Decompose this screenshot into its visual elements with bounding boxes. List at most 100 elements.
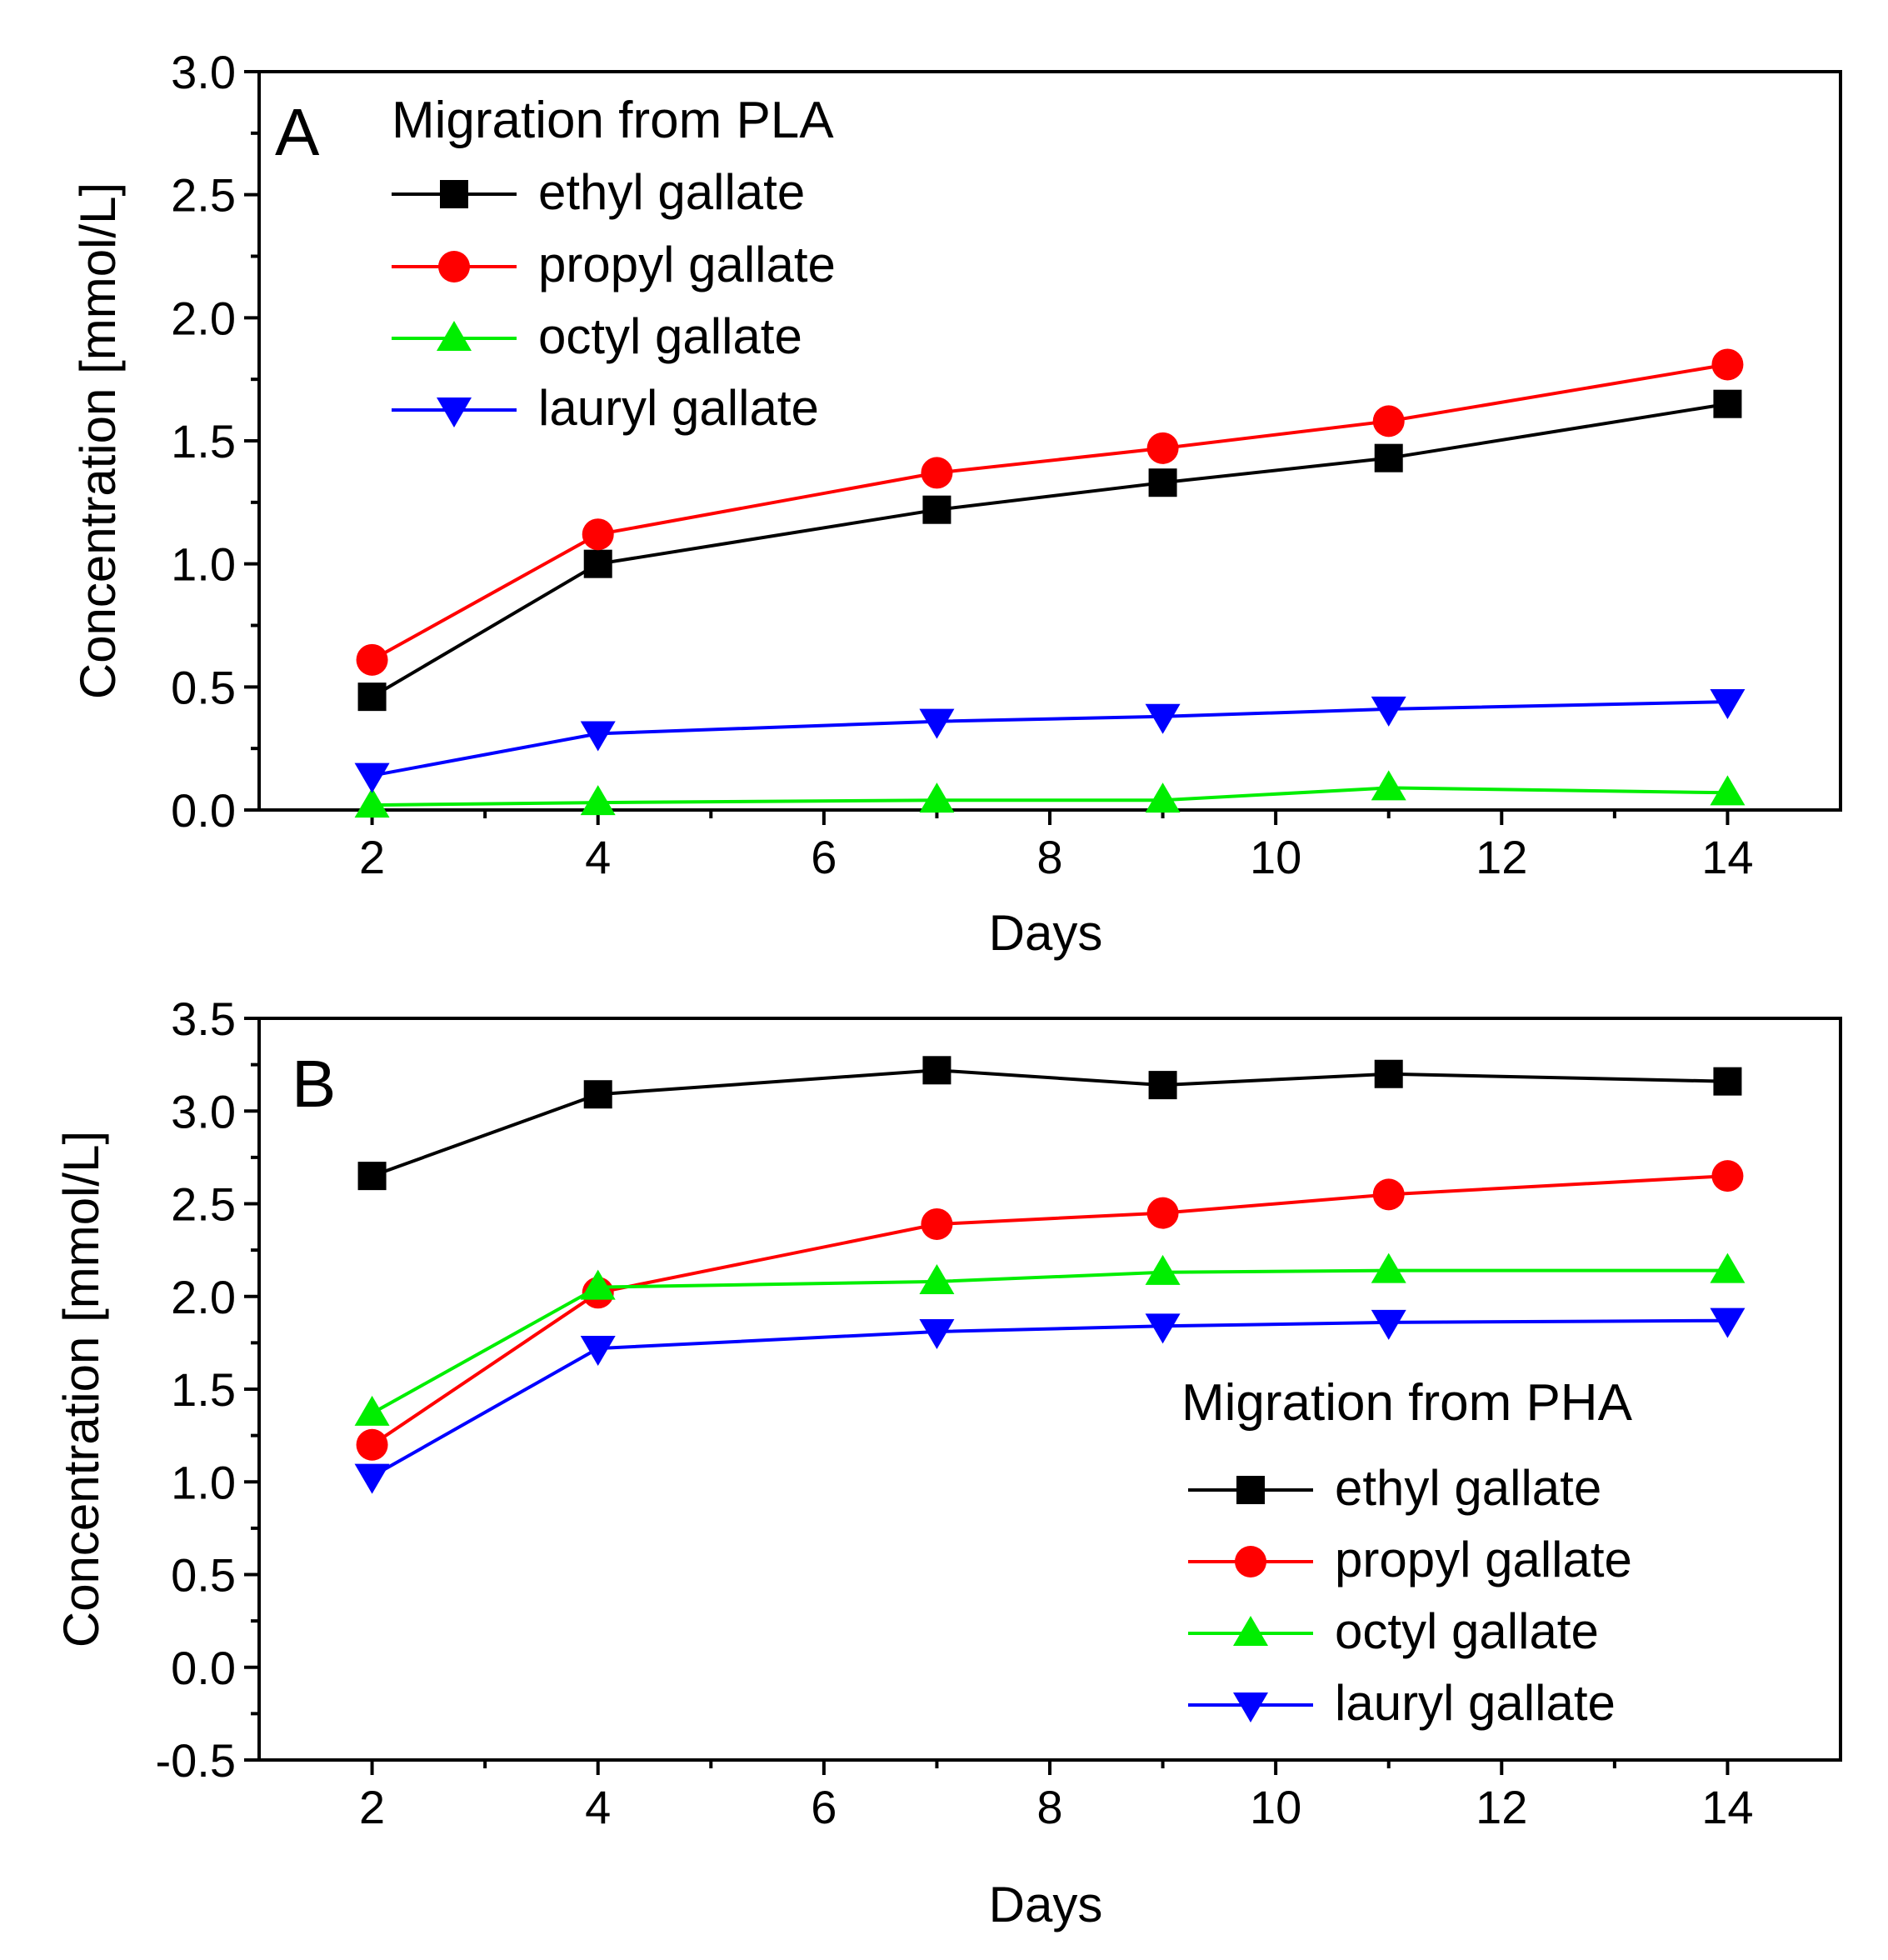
- x-tick-label-b: 12: [1476, 1781, 1527, 1833]
- y-axis-title-a: Concentration [mmol/L]: [70, 182, 126, 699]
- legend-marker-b-propyl: [1235, 1546, 1266, 1578]
- data-point-a-octyl: [919, 782, 955, 813]
- x-axis-title-b: Days: [989, 1877, 1103, 1932]
- y-tick-label-b: 2.5: [171, 1178, 236, 1231]
- y-tick-label-b: 1.0: [171, 1456, 236, 1508]
- legend-label-a-octyl: octyl gallate: [538, 308, 802, 364]
- legend-marker-a-lauryl: [437, 398, 472, 428]
- x-tick-label-b: 10: [1250, 1781, 1301, 1833]
- data-point-b-octyl: [580, 1269, 616, 1300]
- y-tick-label-b: 1.5: [171, 1363, 236, 1416]
- series-b: [354, 1056, 1746, 1494]
- y-tick-label-a: 0.5: [171, 661, 236, 713]
- data-point-b-ethyl: [357, 1162, 387, 1191]
- data-point-a-octyl: [1371, 770, 1406, 801]
- legend-title-b: Migration from PHA: [1181, 1374, 1633, 1432]
- y-tick-label-a: 2.0: [171, 292, 236, 344]
- y-tick-label-a: 0.0: [171, 784, 236, 837]
- legend-label-b-lauryl: lauryl gallate: [1335, 1675, 1616, 1731]
- data-point-a-propyl: [582, 518, 614, 551]
- data-point-a-ethyl: [357, 682, 387, 712]
- data-point-a-lauryl: [919, 708, 955, 739]
- x-tick-label-a: 4: [585, 831, 611, 883]
- y-tick-label-a: 1.5: [171, 415, 236, 468]
- data-point-a-ethyl: [1148, 468, 1177, 498]
- data-point-a-lauryl: [354, 762, 390, 793]
- data-point-b-ethyl: [1374, 1059, 1403, 1088]
- y-tick-label-b: 0.5: [171, 1549, 236, 1602]
- legend-b: Migration from PHA ethyl gallate propyl …: [1181, 1374, 1633, 1731]
- data-point-b-octyl: [1371, 1252, 1406, 1283]
- data-point-b-propyl: [921, 1208, 953, 1240]
- axes-a: 2 4 6 8 10 12 14 0.0 0.5 1.0 1.5 2.0 2.5 3.0: [171, 46, 1753, 883]
- legend-marker-a-propyl: [438, 251, 470, 282]
- data-point-a-propyl: [356, 643, 388, 676]
- panel-letter-a: A: [275, 95, 320, 169]
- data-point-b-lauryl: [1371, 1309, 1406, 1340]
- legend-marker-b-ethyl: [1236, 1476, 1265, 1504]
- legend-label-b-propyl: propyl gallate: [1335, 1532, 1632, 1588]
- data-point-a-octyl: [354, 788, 390, 818]
- legend-label-b-octyl: octyl gallate: [1335, 1603, 1599, 1659]
- x-tick-label-a: 8: [1036, 831, 1062, 883]
- data-point-a-ethyl: [1374, 443, 1403, 472]
- data-point-b-octyl: [354, 1395, 390, 1426]
- x-tick-label-b: 2: [359, 1781, 385, 1833]
- legend-marker-a-ethyl: [440, 180, 468, 208]
- data-point-b-octyl: [1710, 1252, 1746, 1283]
- series-line-b-octyl: [371, 1268, 1728, 1415]
- legend-marker-a-octyl: [437, 321, 472, 351]
- data-point-a-propyl: [1372, 405, 1405, 438]
- legend-label-a-lauryl: lauryl gallate: [538, 380, 819, 436]
- series-line-a-ethyl: [371, 402, 1728, 698]
- y-tick-label-a: 1.0: [171, 538, 236, 591]
- panel-a: 2 4 6 8 10 12 14 0.0 0.5 1.0 1.5 2.0 2.5 3.0 A Concen…: [70, 46, 1842, 961]
- data-point-b-propyl: [356, 1428, 388, 1461]
- y-tick-label-b: 2.0: [171, 1271, 236, 1323]
- data-point-b-octyl: [919, 1263, 955, 1294]
- x-tick-label-a: 12: [1476, 831, 1527, 883]
- legend-label-b-ethyl: ethyl gallate: [1335, 1460, 1601, 1516]
- x-tick-label-a: 6: [811, 831, 837, 883]
- data-point-a-lauryl: [1371, 696, 1406, 727]
- data-point-a-octyl: [1710, 775, 1746, 806]
- y-axis-title-b: Concentration [mmol/L]: [53, 1131, 109, 1648]
- data-point-b-propyl: [1711, 1160, 1744, 1192]
- data-point-a-ethyl: [1713, 389, 1742, 418]
- x-tick-label-a: 10: [1250, 831, 1301, 883]
- data-point-b-lauryl: [580, 1336, 616, 1367]
- series-line-b-ethyl: [371, 1068, 1728, 1178]
- y-tick-label-b: -0.5: [156, 1734, 237, 1787]
- data-point-b-octyl: [1145, 1254, 1181, 1285]
- x-tick-label-a: 14: [1701, 831, 1753, 883]
- data-point-a-ethyl: [583, 549, 612, 578]
- y-tick-label-a: 2.5: [171, 169, 236, 222]
- data-point-a-lauryl: [1710, 689, 1746, 720]
- data-point-a-propyl: [921, 457, 953, 489]
- legend-marker-b-lauryl: [1233, 1692, 1268, 1722]
- panel-b: 2 4 6 8 10 12 14 -0.5 0.0 0.5 1.0 1.5 2.0 2.5 3.0 3.5 B…: [53, 992, 1842, 1932]
- data-point-b-ethyl: [583, 1080, 612, 1109]
- data-point-b-propyl: [1372, 1178, 1405, 1211]
- series-line-a-octyl: [372, 786, 1728, 808]
- series-line-b-lauryl: [371, 1318, 1728, 1478]
- legend-label-a-propyl: propyl gallate: [538, 237, 836, 292]
- data-point-b-ethyl: [1148, 1071, 1177, 1100]
- legend-title-a: Migration from PLA: [392, 92, 834, 149]
- legend-marker-b-octyl: [1233, 1616, 1268, 1646]
- data-point-b-ethyl: [922, 1056, 951, 1085]
- data-point-a-octyl: [580, 785, 616, 816]
- series-line-b-propyl: [371, 1174, 1728, 1447]
- series-line-a-lauryl: [372, 700, 1728, 778]
- x-axis-title-a: Days: [989, 905, 1103, 961]
- data-point-a-lauryl: [1145, 703, 1181, 734]
- data-point-a-propyl: [1711, 348, 1744, 381]
- data-point-b-propyl: [1146, 1197, 1179, 1229]
- x-tick-label-b: 6: [811, 1781, 837, 1833]
- y-tick-label-a: 3.0: [171, 46, 236, 98]
- legend-a: Migration from PLA ethyl gallate propyl …: [392, 92, 836, 436]
- y-tick-label-b: 0.0: [171, 1642, 236, 1694]
- x-tick-label-a: 2: [359, 831, 385, 883]
- panel-letter-b: B: [292, 1047, 336, 1121]
